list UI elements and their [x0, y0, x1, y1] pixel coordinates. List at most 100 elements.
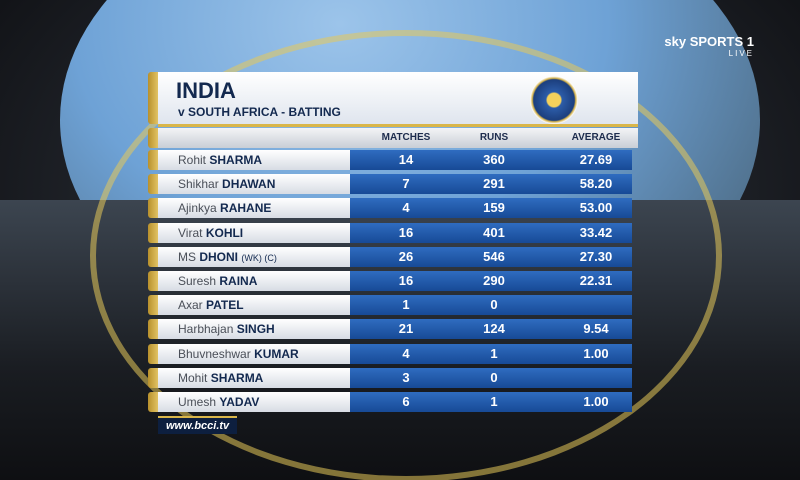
last-name: RAINA — [219, 274, 258, 288]
player-row: Suresh RAINA 16 290 22.31 — [158, 271, 638, 291]
average-cell: 22.31 — [579, 273, 613, 288]
player-row: Ajinkya RAHANE 4 159 53.00 — [158, 198, 638, 219]
first-name: MS — [178, 249, 196, 264]
first-name: Axar — [178, 298, 203, 313]
player-row: Bhuvneshwar KUMAR 4 1 1.00 — [158, 343, 638, 364]
stat-band — [350, 319, 632, 340]
runs-cell: 401 — [483, 224, 505, 240]
average-cell: 27.30 — [579, 248, 613, 264]
last-name: SHARMA — [209, 153, 263, 167]
stat-band — [350, 174, 632, 195]
stat-band — [350, 246, 632, 267]
last-name: DHONI — [199, 249, 239, 264]
first-name: Shikhar — [178, 177, 219, 192]
average-cell: 53.00 — [579, 200, 613, 216]
runs-cell: 0 — [490, 297, 498, 313]
last-name: KUMAR — [254, 346, 299, 361]
column-header: MATCHES RUNS AVERAGE — [158, 128, 638, 148]
player-row: Mohit SHARMA 3 0 — [158, 367, 638, 388]
runs-cell: 1 — [490, 345, 498, 361]
footer-url: www.bcci.tv — [158, 416, 238, 434]
stat-band — [350, 367, 632, 388]
matches-cell: 26 — [398, 248, 414, 264]
matches-cell: 7 — [402, 176, 410, 192]
last-name: PATEL — [206, 298, 244, 313]
runs-cell: 0 — [490, 369, 498, 385]
runs-cell: 159 — [483, 200, 505, 216]
last-name: KOHLI — [205, 225, 244, 240]
channel-logo: sky SPORTS 1 LIVE — [664, 34, 754, 58]
player-name: Suresh RAINA — [158, 271, 350, 291]
player-name: Harbhajan SINGH — [158, 319, 350, 340]
average-cell: 33.42 — [579, 224, 613, 240]
channel: sky SPORTS 1 — [664, 34, 754, 49]
first-name: Rohit — [178, 153, 207, 167]
player-name: MS DHONI (WK) (C) — [158, 246, 350, 267]
stats-panel: INDIA v SOUTH AFRICA - BATTING MATCHES RU… — [148, 72, 656, 434]
player-row: Umesh YADAV 6 1 1.00 — [158, 392, 638, 412]
first-name: Suresh — [178, 274, 217, 288]
last-name: DHAWAN — [222, 177, 276, 192]
runs-cell: 1 — [490, 394, 498, 409]
player-row: Virat KOHLI 16 401 33.42 — [158, 222, 638, 243]
matches-cell: 21 — [398, 321, 414, 337]
average-cell: 27.69 — [579, 152, 613, 167]
player-row: Shikhar DHAWAN 7 291 58.20 — [158, 174, 638, 195]
player-name: Shikhar DHAWAN — [158, 174, 350, 195]
last-name: RAHANE — [220, 201, 272, 216]
last-name: SHARMA — [210, 370, 264, 385]
player-name: Bhuvneshwar KUMAR — [158, 343, 350, 364]
player-tag: (WK) (C) — [241, 252, 277, 263]
stat-band — [350, 198, 632, 219]
runs-cell: 360 — [483, 152, 505, 167]
matches-cell: 4 — [402, 200, 410, 216]
matches-cell: 3 — [402, 369, 410, 385]
column-label: RUNS — [479, 132, 509, 143]
average-cell: 1.00 — [583, 345, 609, 361]
player-name: Rohit SHARMA — [158, 150, 350, 170]
last-name: YADAV — [219, 395, 260, 409]
first-name: Virat — [178, 225, 203, 240]
player-name: Virat KOHLI — [158, 222, 350, 243]
runs-cell: 290 — [483, 273, 505, 288]
subtitle: v SOUTH AFRICA - BATTING — [178, 105, 341, 119]
average-cell: 1.00 — [583, 394, 609, 409]
stat-band — [350, 150, 632, 170]
live-status: LIVE — [728, 49, 754, 58]
runs-cell: 124 — [483, 321, 505, 337]
matches-cell: 16 — [398, 224, 414, 240]
title: INDIA — [176, 78, 236, 103]
matches-cell: 4 — [402, 345, 410, 361]
title-box: INDIA v SOUTH AFRICA - BATTING — [158, 72, 638, 127]
first-name: Umesh — [178, 395, 217, 409]
player-name: Mohit SHARMA — [158, 367, 350, 388]
player-name: Umesh YADAV — [158, 392, 350, 412]
stat-band — [350, 271, 632, 291]
player-row: Rohit SHARMA 14 360 27.69 — [158, 150, 638, 170]
runs-cell: 291 — [483, 176, 505, 192]
player-row: Harbhajan SINGH 21 124 9.54 — [158, 319, 638, 340]
runs-cell: 546 — [483, 248, 505, 264]
average-cell: 58.20 — [579, 176, 613, 192]
first-name: Mohit — [178, 370, 208, 385]
matches-cell: 14 — [398, 152, 414, 167]
player-row: Axar PATEL 1 0 — [158, 295, 638, 316]
matches-cell: 1 — [402, 297, 410, 313]
gold-ring — [90, 30, 722, 480]
last-name: SINGH — [236, 322, 275, 337]
column-label: AVERAGE — [571, 132, 621, 143]
column-label: MATCHES — [381, 132, 431, 143]
first-name: Harbhajan — [178, 322, 234, 337]
player-row: MS DHONI (WK) (C) 26 546 27.30 — [158, 246, 638, 267]
matches-cell: 6 — [402, 394, 410, 409]
first-name: Ajinkya — [178, 201, 217, 216]
player-name: Axar PATEL — [158, 295, 350, 316]
player-name: Ajinkya RAHANE — [158, 198, 350, 219]
bcci-emblem — [530, 76, 578, 124]
stat-band — [350, 392, 632, 412]
stat-band — [350, 343, 632, 364]
stat-band — [350, 295, 632, 316]
matches-cell: 16 — [398, 273, 414, 288]
stat-band — [350, 222, 632, 243]
